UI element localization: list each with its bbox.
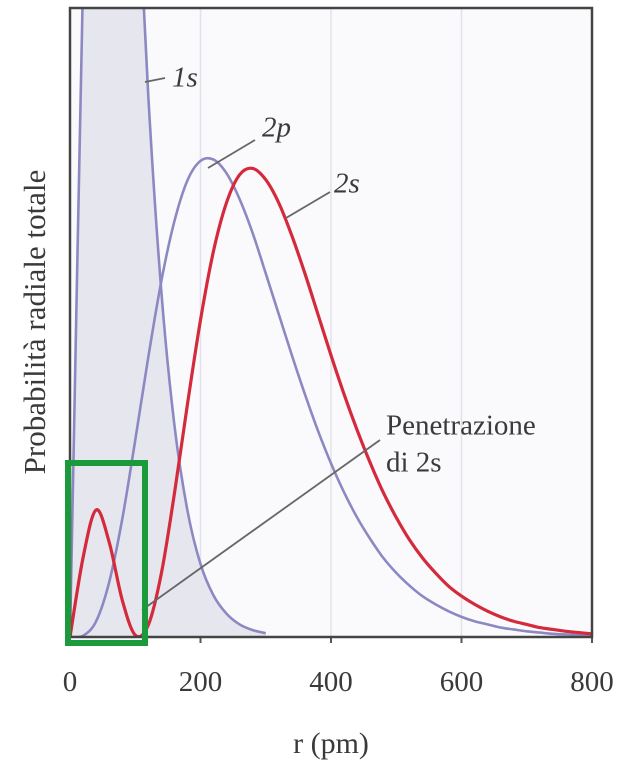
annotation: di 2s	[386, 447, 442, 479]
highlight-box	[65, 460, 148, 646]
x-axis-label: r (pm)	[293, 727, 369, 760]
series-label: 1s	[172, 62, 198, 94]
x-tick-label: 600	[440, 666, 484, 698]
leader-line	[144, 77, 166, 83]
line	[70, 156, 592, 637]
leader-line	[141, 439, 381, 611]
series-label: 2p	[262, 112, 291, 144]
line	[70, 166, 592, 637]
y-axis-label: Probabilità radiale totale	[17, 170, 52, 475]
plot-frame	[68, 6, 594, 639]
x-tick-label: 200	[179, 666, 223, 698]
x-tick-label: 0	[63, 666, 78, 698]
x-tick-label: 400	[309, 666, 353, 698]
x-tick-label: 800	[570, 666, 614, 698]
series-label: 2s	[334, 168, 360, 200]
leader-line	[207, 139, 256, 169]
area	[70, 8, 266, 637]
line	[70, 8, 267, 637]
plot-area	[70, 8, 592, 637]
annotation: Penetrazione	[386, 410, 536, 442]
leader-line	[285, 191, 331, 219]
